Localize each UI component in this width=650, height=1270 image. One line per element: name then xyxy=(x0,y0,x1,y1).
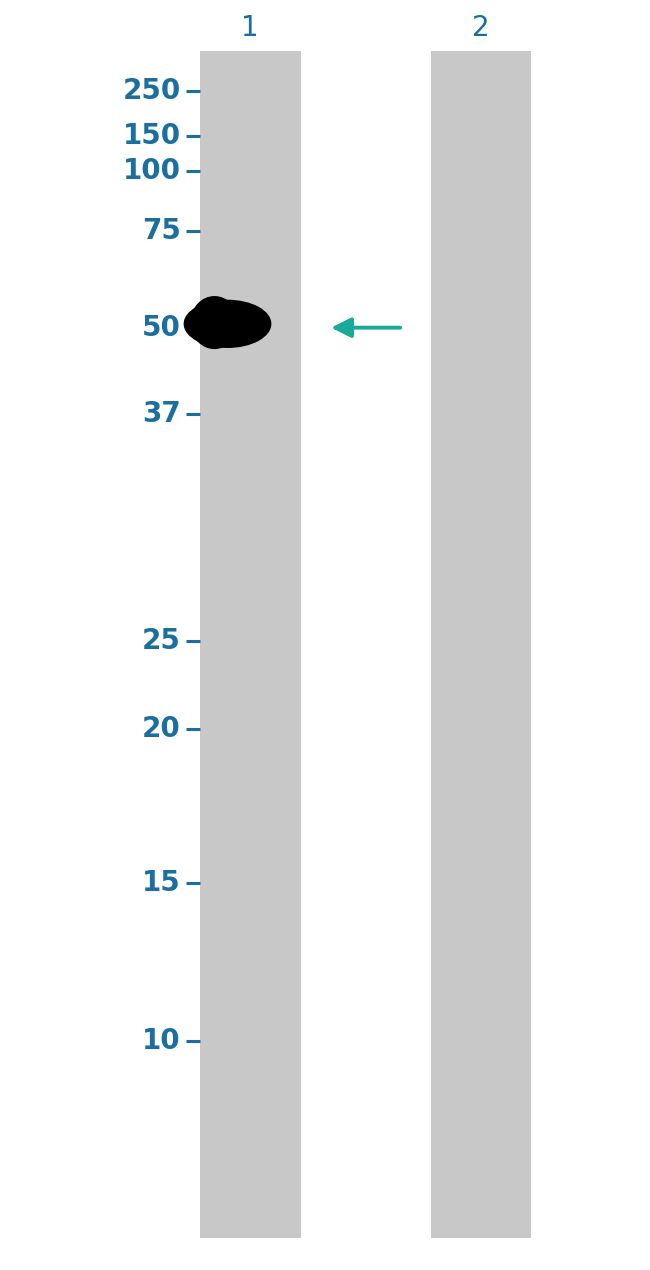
Text: 50: 50 xyxy=(142,314,181,342)
Bar xyxy=(430,51,532,1238)
Text: 25: 25 xyxy=(142,627,181,655)
Text: 2: 2 xyxy=(472,14,490,42)
Text: 150: 150 xyxy=(123,122,181,150)
Text: 100: 100 xyxy=(123,157,181,185)
Text: 15: 15 xyxy=(142,869,181,897)
Text: 75: 75 xyxy=(142,217,181,245)
Text: 20: 20 xyxy=(142,715,181,743)
Text: 1: 1 xyxy=(241,14,259,42)
Text: 10: 10 xyxy=(142,1027,181,1055)
Ellipse shape xyxy=(183,300,272,348)
Bar xyxy=(200,51,300,1238)
Text: 250: 250 xyxy=(122,77,181,105)
Text: 37: 37 xyxy=(142,400,181,428)
Ellipse shape xyxy=(190,296,239,349)
